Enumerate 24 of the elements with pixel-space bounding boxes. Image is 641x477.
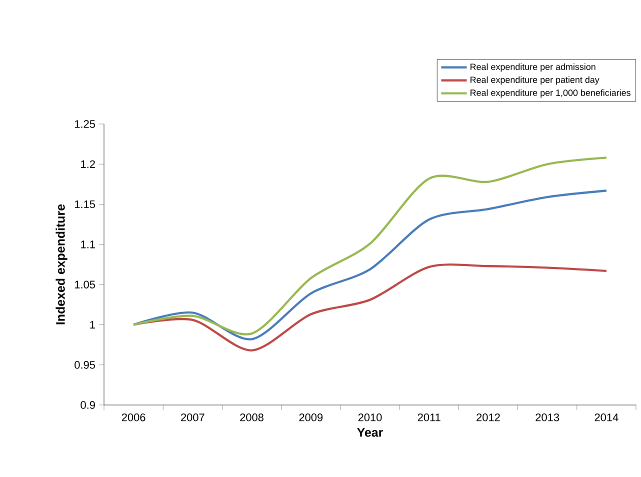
y-tick-label: 1 [90, 320, 95, 328]
legend-label: Real expenditure per 1,000 beneficiaries [470, 89, 630, 98]
y-axis-title: Indexed expenditure [56, 204, 68, 324]
y-tick-label: 1.05 [74, 280, 96, 288]
x-axis-title: Year [357, 428, 383, 437]
legend-label: Real expenditure per patient day [470, 76, 600, 85]
x-tick-label: 2009 [299, 414, 323, 422]
y-tick-label: 1.1 [81, 240, 95, 248]
legend-label: Real expenditure per admission [470, 63, 596, 72]
y-tick-label: 1.2 [81, 160, 95, 168]
x-tick-label: 2007 [181, 414, 204, 422]
x-tick-label: 2011 [418, 414, 440, 422]
y-tick-label: 1.15 [74, 200, 96, 208]
y-tick-label: 0.95 [74, 360, 96, 369]
x-tick-label: 2014 [594, 414, 618, 422]
line-series [132, 190, 608, 340]
x-tick-label: 2008 [240, 414, 264, 422]
y-tick-label: 0.9 [80, 401, 95, 409]
y-tick-label: 1.25 [74, 120, 96, 128]
line-series [132, 156, 608, 336]
x-tick-label: 2013 [536, 414, 560, 422]
x-tick-label: 2006 [122, 414, 146, 422]
x-tick-label: 2010 [358, 414, 382, 422]
x-tick-label: 2012 [476, 414, 500, 422]
